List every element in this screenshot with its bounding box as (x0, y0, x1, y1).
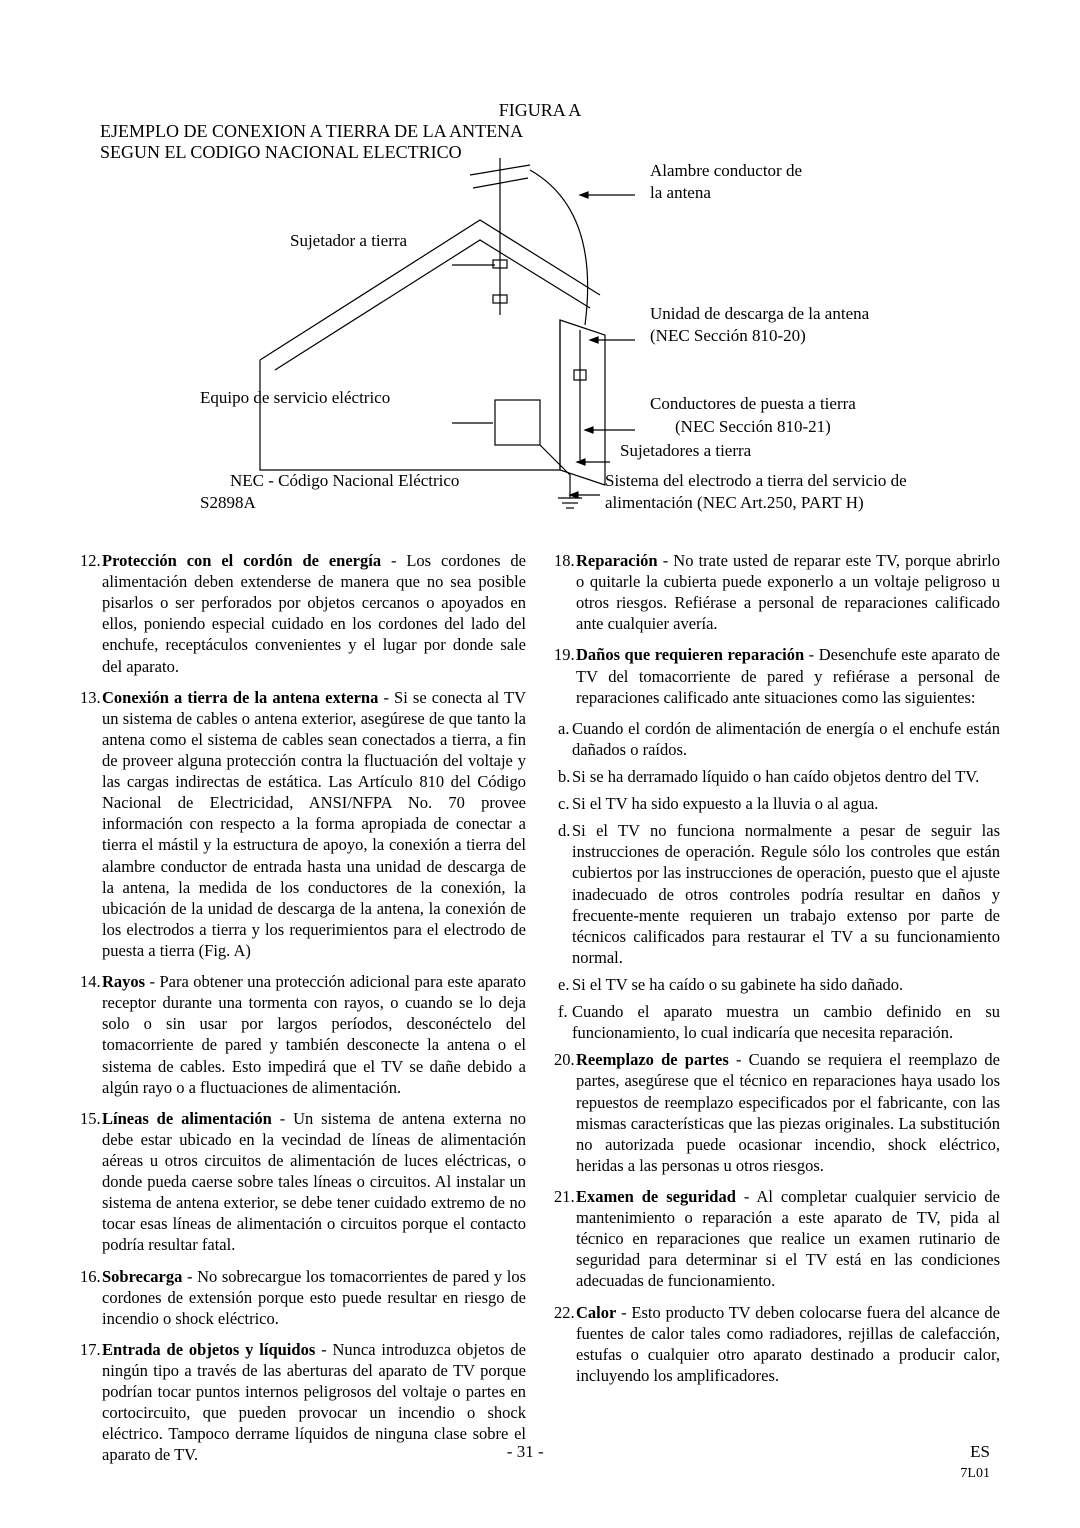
sub-item: b.Si se ha derramado líquido o han caído… (558, 766, 1000, 787)
sub-item: c.Si el TV ha sido expuesto a la lluvia … (558, 793, 1000, 814)
label-alambre1: Alambre conductor de (650, 160, 802, 181)
item-number: 12. (80, 550, 102, 677)
page-number: - 31 - (507, 1442, 544, 1482)
list-item: 15.Líneas de alimentación - Un sistema d… (80, 1108, 526, 1256)
item-bold: Daños que requieren reparación (576, 645, 804, 664)
footer-es: ES (970, 1442, 990, 1461)
list-item: 19.Daños que requieren reparación - Dese… (554, 644, 1000, 707)
figure-a: FIGURA A EJEMPLO DE CONEXION A TIERRA DE… (80, 100, 1000, 530)
sub-letter: c. (558, 793, 572, 814)
item-number: 15. (80, 1108, 102, 1256)
list-item: 16.Sobrecarga - No sobrecargue los tomac… (80, 1266, 526, 1329)
list-item: 20.Reemplazo de partes - Cuando se requi… (554, 1049, 1000, 1176)
label-unidad1: Unidad de descarga de la antena (650, 303, 990, 324)
sub-body: Cuando el cordón de alimentación de ener… (572, 718, 1000, 760)
item-body: Rayos - Para obtener una protección adic… (102, 971, 526, 1098)
sub-body: Si el TV no funciona normalmente a pesar… (572, 820, 1000, 968)
item-number: 13. (80, 687, 102, 961)
item-number: 18. (554, 550, 576, 634)
item-bold: Entrada de objetos y líquidos (102, 1340, 315, 1359)
sub-body: Si el TV se ha caído o su gabinete ha si… (572, 974, 1000, 995)
item-body: Conexión a tierra de la antena externa -… (102, 687, 526, 961)
label-sujetadores: Sujetadores a tierra (620, 440, 751, 461)
list-item: 13.Conexión a tierra de la antena extern… (80, 687, 526, 961)
item-bold: Rayos (102, 972, 145, 991)
figure-title: FIGURA A (80, 100, 1000, 121)
label-alambre2: la antena (650, 182, 711, 203)
item-body: Protección con el cordón de energía - Lo… (102, 550, 526, 677)
sub-body: Si el TV ha sido expuesto a la lluvia o … (572, 793, 1000, 814)
item-body: Daños que requieren reparación - Desench… (576, 644, 1000, 707)
sub-body: Si se ha derramado líquido o han caído o… (572, 766, 1000, 787)
item-number: 19. (554, 644, 576, 707)
item-bold: Líneas de alimentación (102, 1109, 272, 1128)
item-bold: Examen de seguridad (576, 1187, 736, 1206)
label-sistema1: Sistema del electrodo a tierra del servi… (605, 470, 1005, 491)
sub-letter: f. (558, 1001, 572, 1043)
list-item: 18.Reparación - No trate usted de repara… (554, 550, 1000, 634)
left-column: 12.Protección con el cordón de energía -… (80, 550, 526, 1475)
label-unidad2: (NEC Sección 810-20) (650, 325, 806, 346)
item-bold: Sobrecarga (102, 1267, 182, 1286)
label-nec: NEC - Código Nacional Eléctrico (230, 470, 459, 491)
item-body: Sobrecarga - No sobrecargue los tomacorr… (102, 1266, 526, 1329)
item-body: Calor - Esto producto TV deben colocarse… (576, 1302, 1000, 1386)
sub-item: a.Cuando el cordón de alimentación de en… (558, 718, 1000, 760)
list-item: 12.Protección con el cordón de energía -… (80, 550, 526, 677)
sub-item: d.Si el TV no funciona normalmente a pes… (558, 820, 1000, 968)
list-item: 14. Rayos - Para obtener una protección … (80, 971, 526, 1098)
item-bold: Calor (576, 1303, 616, 1322)
label-s2898a: S2898A (200, 492, 256, 513)
label-sistema2: alimentación (NEC Art.250, PART H) (605, 492, 864, 513)
label-equipo: Equipo de servicio eléctrico (200, 387, 390, 408)
item-number: 21. (554, 1186, 576, 1292)
sub-letter: b. (558, 766, 572, 787)
sub-body: Cuando el aparato muestra un cambio defi… (572, 1001, 1000, 1043)
item-body: Líneas de alimentación - Un sistema de a… (102, 1108, 526, 1256)
item-number: 22. (554, 1302, 576, 1386)
sub-item: f.Cuando el aparato muestra un cambio de… (558, 1001, 1000, 1043)
label-cond1: Conductores de puesta a tierra (650, 393, 990, 414)
item-bold: Reemplazo de partes (576, 1050, 729, 1069)
text-columns: 12.Protección con el cordón de energía -… (80, 550, 1000, 1475)
item-number: 20. (554, 1049, 576, 1176)
right-column: 18.Reparación - No trate usted de repara… (554, 550, 1000, 1475)
label-cond2: (NEC Sección 810-21) (675, 416, 831, 437)
sub-letter: e. (558, 974, 572, 995)
item-body: Reemplazo de partes - Cuando se requiera… (576, 1049, 1000, 1176)
footer: - 31 - ES 7L01 (0, 1442, 1080, 1482)
item-number: 16. (80, 1266, 102, 1329)
figure-subtitle1: EJEMPLO DE CONEXION A TIERRA DE LA ANTEN… (100, 121, 1000, 142)
sub-item: e.Si el TV se ha caído o su gabinete ha … (558, 974, 1000, 995)
list-item: 22.Calor - Esto producto TV deben coloca… (554, 1302, 1000, 1386)
sub-letter: d. (558, 820, 572, 968)
footer-code: 7L01 (960, 1466, 990, 1481)
item-bold: Protección con el cordón de energía (102, 551, 381, 570)
item-bold: Conexión a tierra de la antena externa (102, 688, 378, 707)
item-body: Examen de seguridad - Al completar cualq… (576, 1186, 1000, 1292)
figure-svg (80, 140, 1000, 520)
label-sujetador: Sujetador a tierra (290, 230, 407, 251)
sub-letter: a. (558, 718, 572, 760)
item-bold: Reparación (576, 551, 658, 570)
item-body: Reparación - No trate usted de reparar e… (576, 550, 1000, 634)
list-item: 21.Examen de seguridad - Al completar cu… (554, 1186, 1000, 1292)
item-number: 14. (80, 971, 102, 1098)
